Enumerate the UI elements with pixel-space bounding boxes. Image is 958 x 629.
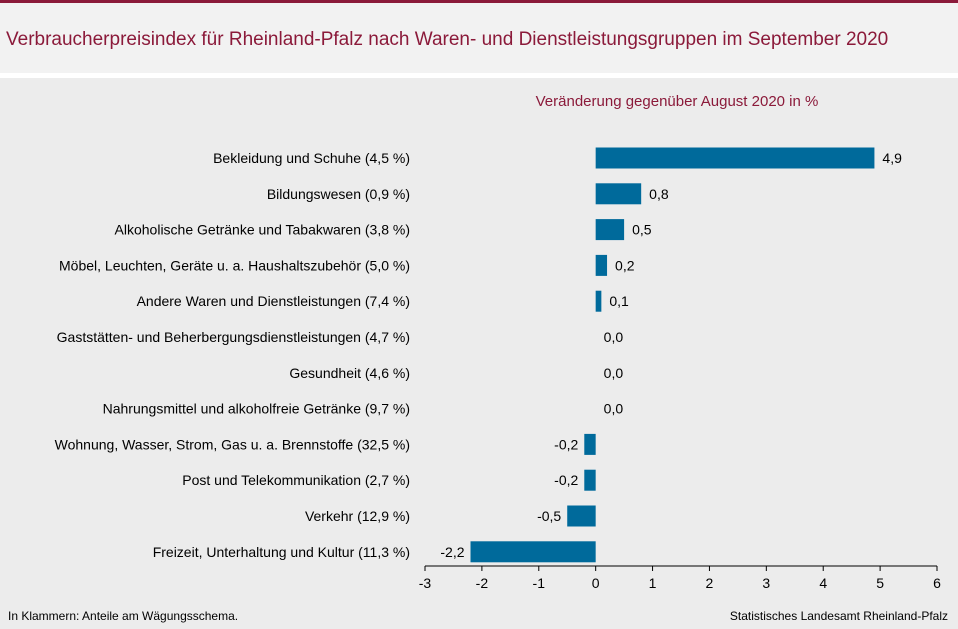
x-tick-label: 4	[819, 575, 827, 591]
bar	[595, 219, 625, 241]
bar	[595, 183, 642, 205]
x-tick-label: -3	[419, 575, 432, 591]
value-label: 0,2	[615, 257, 635, 273]
category-label: Bekleidung und Schuhe (4,5 %)	[213, 150, 410, 166]
category-label: Bildungswesen (0,9 %)	[267, 186, 410, 202]
value-label: 0,5	[632, 222, 652, 238]
x-tick-label: 2	[706, 575, 714, 591]
header-separator	[0, 73, 958, 78]
source-credit: Statistisches Landesamt Rheinland-Pfalz	[729, 609, 948, 623]
value-label: 0,0	[604, 401, 624, 417]
header: Verbraucherpreisindex für Rheinland-Pfal…	[0, 3, 958, 73]
bar	[595, 254, 608, 276]
x-tick-label: 1	[649, 575, 657, 591]
bar	[584, 433, 596, 455]
category-label: Verkehr (12,9 %)	[305, 508, 410, 524]
category-label: Nahrungsmittel und alkoholfreie Getränke…	[103, 401, 410, 417]
x-tick-label: -1	[533, 575, 546, 591]
chart-subtitle: Veränderung gegenüber August 2020 in %	[536, 93, 819, 110]
bar	[584, 469, 596, 491]
category-label: Möbel, Leuchten, Geräte u. a. Haushaltsz…	[59, 257, 410, 273]
page-title: Verbraucherpreisindex für Rheinland-Pfal…	[6, 29, 889, 50]
category-label: Freizeit, Unterhaltung und Kultur (11,3 …	[153, 544, 410, 560]
category-label: Gesundheit (4,6 %)	[289, 365, 410, 381]
category-label: Gaststätten- und Beherbergungsdienstleis…	[57, 329, 410, 345]
x-tick-label: 3	[762, 575, 770, 591]
category-label: Andere Waren und Dienstleistungen (7,4 %…	[137, 293, 410, 309]
value-label: 0,8	[649, 186, 669, 202]
x-tick-label: 6	[933, 575, 941, 591]
bar	[595, 147, 875, 169]
value-label: 0,0	[604, 329, 624, 345]
category-label: Post und Telekommunikation (2,7 %)	[182, 472, 410, 488]
category-label: Alkoholische Getränke und Tabakwaren (3,…	[115, 222, 410, 238]
value-label: 0,0	[604, 365, 624, 381]
bar	[567, 505, 596, 527]
value-label: -0,5	[537, 508, 561, 524]
x-tick-label: 0	[592, 575, 600, 591]
x-tick-label: -2	[476, 575, 489, 591]
x-tick-label: 5	[876, 575, 884, 591]
value-label: -0,2	[554, 436, 578, 452]
category-label: Wohnung, Wasser, Strom, Gas u. a. Brenns…	[55, 436, 410, 452]
value-label: -0,2	[554, 472, 578, 488]
value-label: 0,1	[609, 293, 629, 309]
value-label: 4,9	[882, 150, 902, 166]
bar	[595, 290, 602, 312]
footnote: In Klammern: Anteile am Wägungsschema.	[8, 609, 239, 623]
value-label: -2,2	[440, 544, 464, 560]
top-rule	[0, 0, 958, 3]
bar	[470, 541, 596, 563]
chart-area	[0, 78, 958, 629]
